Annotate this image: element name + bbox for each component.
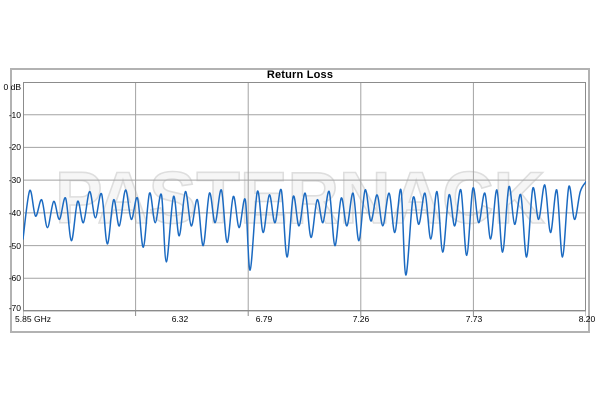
y-axis-label: -30: [8, 175, 21, 186]
chart-frame: [10, 68, 590, 333]
return-loss-curve: [23, 181, 586, 276]
x-axis-label: 6.32: [171, 314, 189, 324]
x-axis-label: 7.26: [352, 314, 370, 324]
plot-border: [23, 82, 586, 311]
x-axis-label: 6.79: [255, 314, 273, 324]
y-axis-label: -60: [8, 273, 21, 284]
x-axis-label: 7.73: [465, 314, 483, 324]
y-axis-label: 0 dB: [3, 81, 22, 92]
x-axis-unit-label: GHz: [34, 314, 51, 324]
y-axis-label: -40: [8, 207, 21, 218]
x-axis-label: 8.20: [578, 314, 596, 324]
y-axis-label: -20: [8, 142, 21, 153]
y-axis-label: -70: [8, 302, 21, 313]
chart-title: Return Loss: [266, 69, 334, 81]
x-axis-label: 5.85: [15, 314, 32, 324]
plot-area: PASTERNACK: [23, 82, 586, 316]
y-axis-label: -50: [8, 240, 21, 251]
y-axis-label: -10: [8, 109, 21, 120]
